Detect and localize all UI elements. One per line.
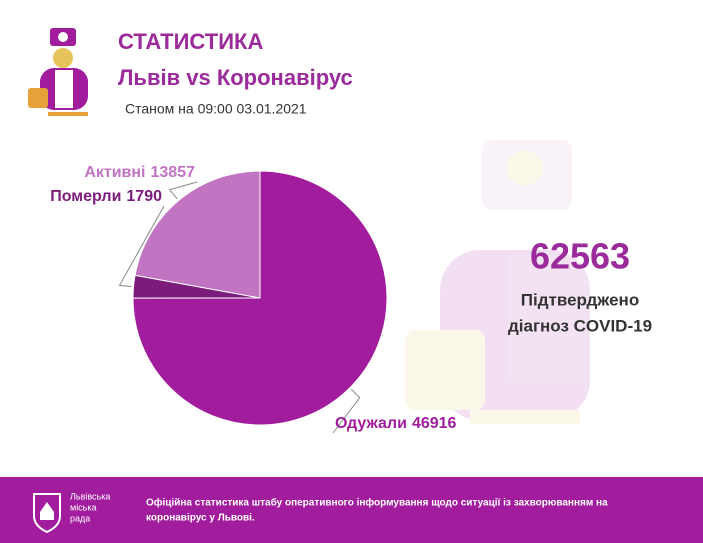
pie-slice xyxy=(132,170,388,426)
logo-text: Львівська xyxy=(70,491,110,501)
slice-label: Померли 1790 xyxy=(50,188,162,205)
slice-name: Активні xyxy=(84,164,145,181)
doctor-watermark xyxy=(405,140,590,424)
footer xyxy=(0,477,703,543)
footer-text: Офіційна статистика штабу оперативного і… xyxy=(146,497,608,509)
slice-name: Померли xyxy=(50,188,121,205)
city-logo xyxy=(33,493,61,534)
total-label: діагноз COVID-19 xyxy=(508,316,652,335)
leader-line xyxy=(118,205,165,287)
total-label: Підтверджено xyxy=(521,290,639,309)
logo-text: міська xyxy=(70,502,97,512)
logo-text: рада xyxy=(70,513,90,523)
slice-label: Одужали 46916 xyxy=(335,415,457,432)
slice-value: 46916 xyxy=(412,415,457,432)
date: Станом на 09:00 03.01.2021 xyxy=(125,101,307,117)
pie-slice xyxy=(134,170,261,299)
doctor-icon xyxy=(28,28,88,116)
title: СТАТИСТИКА xyxy=(118,29,263,54)
footer-text: коронавірус у Львові. xyxy=(146,513,255,524)
slice-value: 1790 xyxy=(126,188,162,205)
slice-name: Одужали xyxy=(335,415,407,432)
total-value: 62563 xyxy=(530,236,630,277)
leader-line xyxy=(168,181,198,200)
subtitle: Львів vs Коронавірус xyxy=(118,65,353,90)
leader-line xyxy=(332,388,361,434)
pie-chart: Активні 13857 Померли 1790 Одужали 46916 xyxy=(50,164,457,434)
slice-label: Активні 13857 xyxy=(84,164,195,181)
slice-value: 13857 xyxy=(151,164,196,181)
